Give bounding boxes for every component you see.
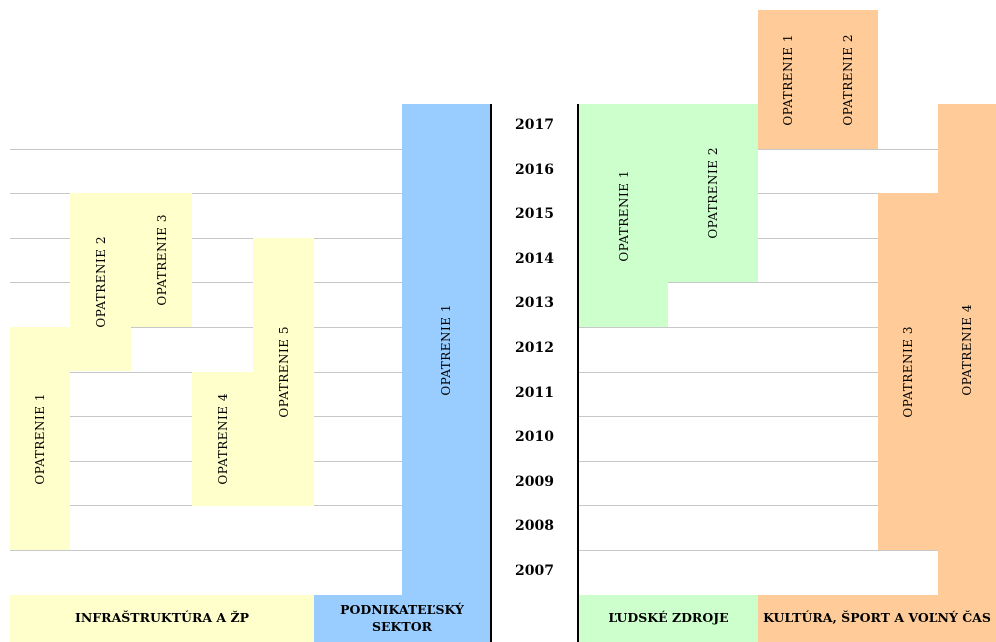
group-label: ĽUDSKÉ ZDROJE (579, 595, 758, 642)
divider (577, 104, 579, 642)
label: OPATRENIE 3 (901, 325, 915, 418)
grid-line (579, 505, 996, 506)
grid-line (10, 550, 490, 551)
year-label: 2009 (515, 474, 554, 490)
label: OPATRENIE 2 (706, 147, 720, 239)
bar: OPATRENIE 1 (758, 10, 818, 149)
year-label: 2014 (515, 251, 554, 267)
year-label: 2010 (515, 429, 554, 445)
grid-line (10, 149, 490, 150)
divider (490, 104, 492, 642)
bar: OPATRENIE 1 (10, 327, 70, 550)
grid-line (10, 238, 490, 239)
label: OPATRENIE 1 (781, 33, 795, 126)
bar: OPATRENIE 1 (402, 104, 490, 595)
bar: OPATRENIE 4 (192, 372, 253, 506)
grid-line (579, 149, 996, 150)
grid-line (579, 193, 996, 194)
bar: OPATRENIE 3 (131, 193, 192, 327)
label: OPATRENIE 2 (841, 33, 855, 126)
group-label: INFRAŠTRUKTÚRA A ŽP (10, 595, 314, 642)
bar: OPATRENIE 2 (668, 104, 758, 282)
grid-line (579, 238, 996, 239)
label: OPATRENIE 2 (93, 236, 108, 328)
label: OPATRENIE 1 (616, 169, 631, 262)
bar: OPATRENIE 2 (70, 193, 131, 371)
grid-line (579, 550, 996, 551)
grid-line (579, 416, 996, 417)
label: OPATRENIE 5 (276, 326, 291, 418)
year-label: 2008 (515, 518, 554, 534)
bar: OPATRENIE 4 (938, 104, 996, 595)
label: OPATRENIE 3 (154, 214, 169, 306)
bar: OPATRENIE 5 (253, 238, 314, 506)
grid-line (579, 282, 996, 283)
label: OPATRENIE 1 (33, 392, 47, 485)
grid-line (579, 461, 996, 462)
year-label: 2015 (515, 206, 554, 222)
grid-line (10, 327, 490, 328)
year-label: 2016 (515, 162, 554, 178)
grid-line (579, 372, 996, 373)
grid-line (10, 282, 490, 283)
label: OPATRENIE 4 (960, 303, 974, 396)
grid-line (579, 327, 996, 328)
bar: OPATRENIE 3 (878, 193, 938, 550)
label: OPATRENIE 4 (215, 393, 230, 485)
bar: OPATRENIE 2 (818, 10, 878, 149)
year-label: 2013 (515, 295, 554, 311)
label: OPATRENIE 1 (439, 303, 453, 396)
group-label: PODNIKATEĽSKÝ SEKTOR (314, 595, 490, 642)
year-label: 2011 (515, 385, 554, 401)
year-label: 2007 (515, 563, 554, 579)
grid-line (10, 193, 490, 194)
year-label: 2017 (515, 117, 554, 133)
bar: OPATRENIE 1 (579, 104, 668, 327)
year-label: 2012 (515, 340, 554, 356)
group-label: KULTÚRA, ŠPORT A VOĽNÝ ČAS (758, 595, 996, 642)
